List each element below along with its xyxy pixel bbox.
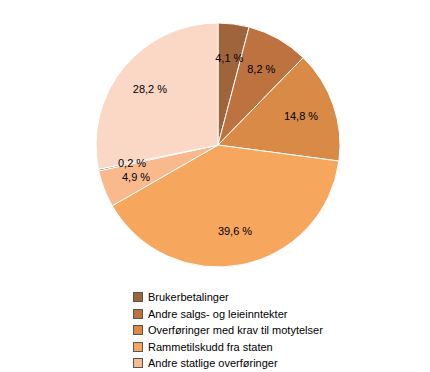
- svg-text:28,2 %: 28,2 %: [133, 83, 167, 95]
- svg-text:14,8 %: 14,8 %: [284, 110, 318, 122]
- html-text:Brukerbetalinger: Brukerbetalinger: [148, 291, 229, 304]
- html-text:Rammetilskudd fra staten: Rammetilskudd fra staten: [148, 340, 273, 353]
- svg-text:0,2 %: 0,2 %: [118, 157, 146, 169]
- html-text:Andre statlige overføringer: Andre statlige overføringer: [148, 357, 278, 370]
- svg-text:8,2 %: 8,2 %: [247, 63, 275, 75]
- svg-text:4,1 %: 4,1 %: [215, 52, 243, 64]
- html-text:Overføringer med krav til moty: Overføringer med krav til motytelser: [148, 324, 323, 337]
- svg-text:4,9 %: 4,9 %: [122, 171, 150, 183]
- svg-text:39,6 %: 39,6 %: [218, 225, 252, 237]
- html-text:Andre salgs- og leieinntekter: Andre salgs- og leieinntekter: [148, 307, 288, 320]
